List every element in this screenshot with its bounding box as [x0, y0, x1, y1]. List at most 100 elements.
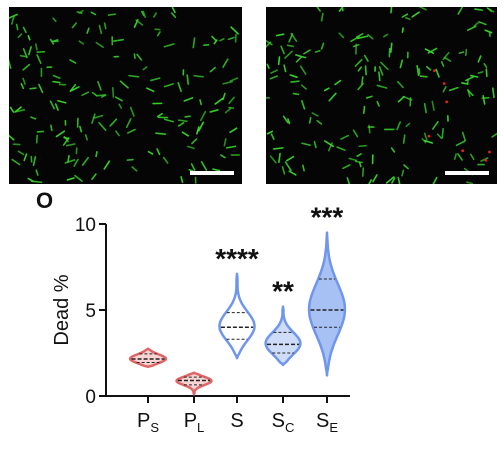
bacterium-cell: [390, 147, 396, 153]
bacterium-cell: [364, 65, 367, 76]
bacterium-cell: [156, 112, 163, 118]
bacterium-cell: [22, 63, 31, 71]
bacterium-cell: [432, 120, 439, 130]
bacterium-cell: [11, 15, 15, 25]
bacterium-cell: [270, 133, 275, 140]
bacterium-cell: [214, 97, 224, 105]
panel-letter: O: [36, 188, 54, 213]
bacterium-cell: [357, 66, 362, 72]
x-tick-label-main: P: [137, 410, 150, 432]
bacterium-cell: [402, 95, 413, 101]
bacterium-cell: [443, 56, 452, 62]
bacterium-cell: [23, 153, 28, 162]
bacterium-cell: [288, 170, 297, 176]
bacterium-cell: [67, 155, 70, 163]
bacterium-cell: [295, 56, 303, 63]
bacterium-cell: [288, 33, 294, 43]
bacterium-cell: [142, 10, 146, 18]
bacterium-cell: [334, 79, 342, 86]
bacterium-cell: [284, 161, 292, 172]
bacterium-cell: [228, 106, 235, 109]
bacterium-cell: [448, 86, 459, 92]
bacterium-cell: [346, 177, 351, 184]
bacterium-cell: [209, 66, 216, 73]
bacterium-cell: [19, 54, 28, 58]
bacterium-cell: [416, 65, 420, 77]
bacterium-cell: [363, 54, 369, 62]
bacterium-cell: [191, 138, 198, 145]
bacterium-cell: [461, 131, 467, 142]
bacterium-cell: [266, 130, 274, 135]
bacterium-cell: [186, 74, 189, 85]
bacterium-cell: [270, 69, 278, 74]
bacterium-cell: [213, 39, 218, 45]
bacterium-cell: [177, 81, 182, 93]
bacterium-cell: [401, 13, 409, 18]
bacterium-cell: [190, 163, 196, 171]
bacterium-cell: [28, 46, 32, 56]
bacterium-cell: [474, 8, 484, 11]
bacterium-cell: [289, 74, 298, 78]
bacterium-cell: [405, 16, 411, 21]
bacterium-cell: [9, 134, 15, 141]
y-axis-label: Dead %: [51, 274, 73, 345]
bacterium-cell: [145, 87, 155, 93]
bacterium-cell: [186, 145, 195, 150]
bacterium-cell: [81, 156, 89, 166]
bacterium-cell: [17, 150, 25, 156]
bacterium-cell: [22, 26, 27, 34]
bacterium-cell: [150, 77, 161, 82]
bacterium-cell: [15, 23, 19, 31]
bacterium-cell: [52, 17, 57, 23]
bacterium-cell: [424, 48, 435, 55]
bacterium-cell: [397, 95, 405, 103]
bacterium-cell: [192, 37, 196, 49]
bacterium-cell: [86, 27, 90, 34]
bacterium-cell: [81, 91, 90, 97]
bacterium-cell: [178, 119, 188, 123]
bacterium-cell: [70, 83, 77, 92]
bacterium-cell: [91, 173, 97, 180]
bacterium-cell: [483, 63, 488, 68]
bacterium-cell: [423, 132, 428, 141]
bacterium-cell: [396, 80, 404, 89]
x-tick-label-main: S: [230, 410, 243, 432]
bacterium-cell: [401, 27, 404, 33]
bacterium-cell: [442, 51, 450, 61]
bacterium-cell: [162, 156, 169, 164]
bacterium-cell: [171, 7, 176, 14]
bacterium-cell: [84, 134, 88, 141]
bacterium-cell: [98, 121, 107, 131]
bacterium-cell: [97, 81, 102, 91]
bacterium-cell: [35, 134, 39, 144]
bacterium-cell: [486, 7, 493, 13]
bacterium-cell: [115, 130, 120, 137]
bacterium-cell: [229, 127, 238, 134]
bacterium-cell: [323, 87, 330, 92]
bacterium-cell: [469, 153, 475, 161]
bacterium-cell: [308, 116, 312, 124]
bacterium-cell: [342, 164, 351, 170]
bacterium-cell: [198, 121, 205, 132]
bacterium-cell: [295, 54, 307, 59]
bacterium-cell: [372, 174, 378, 183]
bacterium-cell: [280, 45, 285, 55]
bacterium-cell: [269, 75, 278, 80]
bacterium-cell: [464, 48, 468, 57]
bacterium-cell: [432, 176, 438, 184]
bacterium-cell: [112, 38, 124, 42]
bacterium-cell: [222, 58, 229, 68]
bacterium-cell: [20, 82, 25, 90]
bacterium-cell: [224, 107, 232, 114]
x-tick-label-sub: E: [329, 420, 338, 435]
bacterium-cell: [341, 7, 344, 12]
bacterium-cell: [491, 132, 497, 138]
bacterium-cell: [163, 83, 175, 88]
violin-shape: [128, 347, 168, 369]
dead-cell: [461, 149, 465, 153]
bacterium-cell: [199, 110, 207, 122]
bacterium-cell: [35, 169, 39, 176]
violin-4: [264, 305, 302, 367]
bacterium-cell: [390, 42, 393, 53]
